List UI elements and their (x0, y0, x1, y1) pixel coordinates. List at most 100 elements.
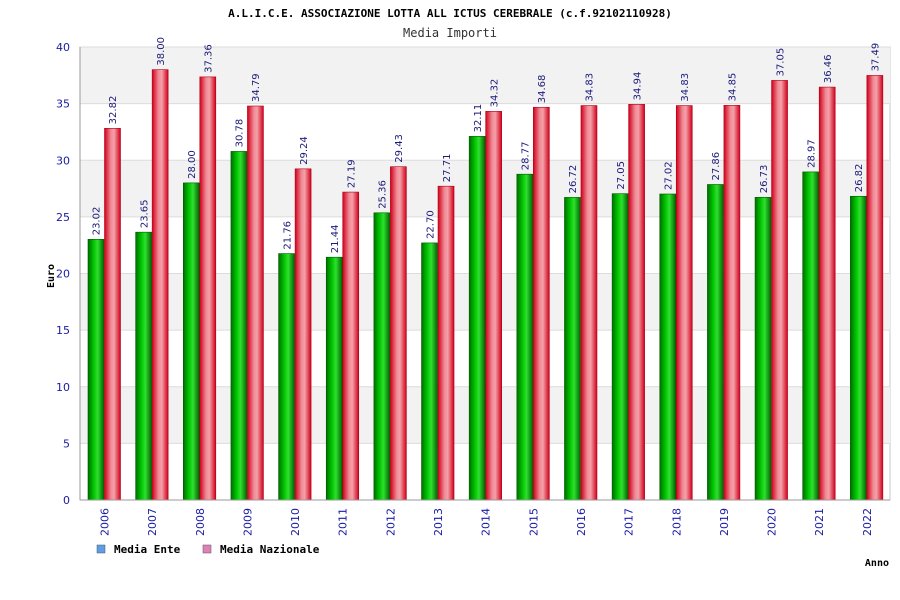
y-axis-ticks: 0 5 10 15 20 25 30 35 40 (56, 41, 70, 507)
x-axis-label: Anno (865, 558, 889, 569)
data-label: 32.82 (108, 96, 119, 125)
bar-media-ente-2006 (87, 238, 105, 501)
bar-media-ente-2011 (325, 256, 343, 501)
legend-swatch-media-nazionale (202, 544, 212, 554)
chart-title: A.L.I.C.E. ASSOCIAZIONE LOTTA ALL ICTUS … (228, 7, 672, 20)
bar-media-ente-2019 (707, 184, 724, 501)
y-tick-label: 15 (56, 324, 70, 337)
bar-media-nazionale-2017 (628, 104, 645, 501)
x-tick-label: 2013 (432, 508, 445, 536)
x-tick-label: 2006 (99, 508, 112, 536)
x-tick-label: 2018 (670, 508, 683, 536)
bar-media-ente-2013 (421, 242, 438, 501)
y-tick-label: 30 (56, 154, 70, 167)
y-tick-label: 25 (56, 211, 70, 224)
bar-media-ente-2012 (373, 212, 391, 501)
data-label: 34.83 (585, 73, 596, 102)
data-label: 27.71 (442, 154, 453, 183)
bar-media-nazionale-2013 (437, 185, 455, 501)
bar-media-nazionale-2009 (247, 105, 264, 501)
x-tick-label: 2019 (718, 508, 731, 536)
data-label: 37.05 (775, 48, 786, 77)
data-label: 23.02 (92, 207, 103, 236)
data-label: 22.70 (425, 210, 436, 239)
bars-group (87, 69, 884, 501)
legend-label-media-ente: Media Ente (114, 543, 181, 556)
data-label: 26.82 (854, 164, 865, 193)
bar-media-nazionale-2021 (818, 86, 836, 501)
data-label: 23.65 (139, 200, 150, 229)
bar-media-nazionale-2012 (390, 166, 407, 501)
bar-media-nazionale-2016 (580, 105, 598, 501)
data-label: 28.77 (521, 142, 532, 171)
x-tick-label: 2017 (623, 508, 636, 536)
bar-media-ente-2009 (230, 151, 248, 501)
data-label: 27.02 (664, 161, 675, 190)
data-label: 34.79 (251, 73, 262, 102)
y-tick-label: 0 (63, 494, 70, 507)
bar-media-nazionale-2014 (485, 111, 502, 501)
data-label: 34.85 (728, 73, 739, 102)
y-tick-label: 10 (56, 381, 70, 394)
x-tick-label: 2015 (527, 508, 540, 536)
y-tick-label: 5 (63, 437, 70, 450)
data-label: 34.94 (632, 72, 643, 101)
bar-media-nazionale-2010 (294, 168, 312, 501)
bar-media-ente-2010 (278, 253, 295, 501)
bar-media-ente-2022 (850, 195, 867, 501)
data-label: 34.83 (680, 73, 691, 102)
y-tick-label: 35 (56, 98, 70, 111)
data-label: 30.78 (235, 119, 246, 148)
bar-media-ente-2021 (802, 171, 820, 501)
data-label: 26.73 (759, 165, 770, 194)
x-tick-label: 2012 (384, 508, 397, 536)
bar-media-ente-2015 (516, 173, 534, 501)
y-tick-label: 40 (56, 41, 70, 54)
data-label: 37.49 (871, 43, 882, 72)
bar-media-nazionale-2008 (199, 76, 217, 501)
bar-media-ente-2020 (754, 196, 772, 501)
data-label: 25.36 (378, 180, 389, 209)
chart-subtitle: Media Importi (403, 26, 497, 40)
x-tick-label: 2011 (337, 508, 350, 536)
x-tick-label: 2022 (861, 508, 874, 536)
bar-media-nazionale-2006 (104, 128, 121, 501)
data-label: 32.11 (473, 104, 484, 133)
bar-media-nazionale-2019 (723, 105, 741, 501)
data-labels-group: 23.02 32.82 23.65 38.00 28.00 37.36 30.78 34.79… (92, 37, 882, 253)
x-tick-label: 2007 (146, 508, 159, 536)
data-label: 27.86 (711, 152, 722, 181)
data-label: 21.76 (282, 221, 293, 250)
x-tick-label: 2008 (194, 508, 207, 536)
x-tick-label: 2021 (813, 508, 826, 536)
bar-media-ente-2018 (659, 193, 677, 501)
x-tick-label: 2020 (766, 508, 779, 536)
y-axis-label: Euro (46, 264, 57, 288)
data-label: 26.72 (568, 165, 579, 194)
x-tick-label: 2014 (480, 508, 493, 536)
data-label: 36.46 (823, 54, 834, 83)
data-label: 29.43 (394, 134, 405, 163)
data-label: 28.00 (187, 150, 198, 179)
bar-media-ente-2017 (611, 193, 629, 501)
bar-media-nazionale-2020 (771, 80, 788, 501)
bar-media-nazionale-2022 (866, 75, 884, 501)
bar-media-ente-2008 (182, 182, 200, 501)
legend-swatch-media-ente (96, 544, 106, 554)
x-tick-label: 2010 (289, 508, 302, 536)
bar-media-nazionale-2018 (675, 105, 693, 501)
legend-label-media-nazionale: Media Nazionale (220, 543, 320, 556)
bar-media-ente-2016 (564, 197, 581, 501)
data-label: 34.68 (537, 75, 548, 104)
y-tick-label: 20 (56, 268, 70, 281)
bar-media-ente-2014 (468, 136, 486, 501)
data-label: 38.00 (156, 37, 167, 66)
x-tick-label: 2009 (241, 508, 254, 536)
data-label: 28.97 (806, 139, 817, 168)
bar-media-nazionale-2015 (533, 106, 550, 501)
data-label: 27.19 (346, 159, 357, 188)
x-axis-ticks: 2006 2007 2008 2009 2010 2011 2012 2013 2014 2015… (99, 508, 874, 536)
bar-media-nazionale-2007 (151, 69, 169, 501)
